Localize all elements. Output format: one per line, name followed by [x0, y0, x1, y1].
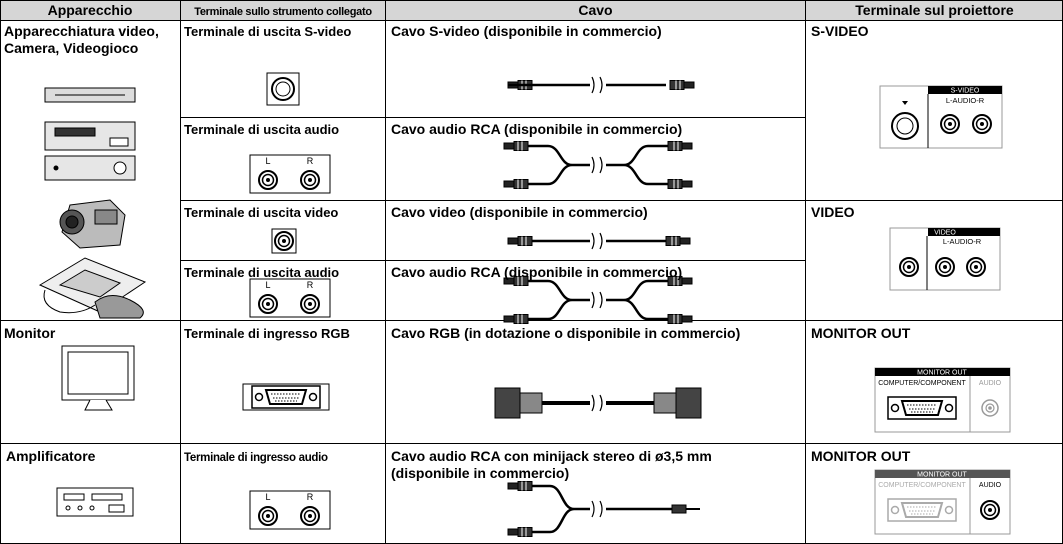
- cable: Cavo S-video (disponibile in commercio): [391, 23, 662, 39]
- header-cell: Apparecchio: [47, 2, 133, 18]
- cable: Cavo audio RCA con minijack stereo di ø3…: [391, 448, 712, 481]
- terminal: Terminale di uscita audio: [184, 265, 340, 280]
- device: Apparecchiatura video, Camera, Videogioc…: [4, 23, 159, 56]
- jack-label: R: [307, 280, 314, 290]
- header-cell: Terminale sul proiettore: [855, 2, 1014, 18]
- projector-input: MONITOR OUT: [811, 448, 911, 464]
- projector-input: VIDEO: [811, 204, 855, 220]
- projector-input: MONITOR OUT: [811, 325, 911, 341]
- panel-label: AUDIO: [979, 482, 1002, 489]
- cable: Cavo audio RCA (disponibile in commercio…: [391, 264, 683, 280]
- terminal: Terminale di uscita video: [184, 205, 339, 220]
- header-cell: Cavo: [578, 2, 613, 18]
- terminal: Terminale di ingresso RGB: [184, 326, 350, 341]
- terminal: Terminale di uscita audio: [184, 122, 340, 137]
- panel-label: L-AUDIO-R: [946, 96, 985, 105]
- jack-label: L: [265, 156, 270, 166]
- device: Amplificatore: [6, 448, 96, 464]
- panel-label: COMPUTER/COMPONENT: [878, 380, 966, 387]
- jack-label: L: [265, 280, 270, 290]
- panel-label: MONITOR OUT: [917, 472, 967, 479]
- terminal: Terminale di ingresso audio: [184, 452, 328, 464]
- jack-label: L: [265, 492, 270, 502]
- header-cell: Terminale sullo strumento collegato: [194, 6, 372, 18]
- terminal: Terminale di uscita S-video: [184, 24, 352, 39]
- panel-label: MONITOR OUT: [917, 370, 967, 377]
- panel-label: S-VIDEO: [951, 88, 980, 95]
- panel-label: L-AUDIO-R: [943, 237, 982, 246]
- projector-input: S-VIDEO: [811, 23, 869, 39]
- cable: Cavo audio RCA (disponibile in commercio…: [391, 121, 683, 137]
- cable: Cavo video (disponibile in commercio): [391, 204, 648, 220]
- jack-label: R: [307, 492, 314, 502]
- panel-label: COMPUTER/COMPONENT: [878, 482, 966, 489]
- panel-label: VIDEO: [934, 230, 956, 237]
- jack-label: R: [307, 156, 314, 166]
- panel-label: AUDIO: [979, 380, 1002, 387]
- cable: Cavo RGB (in dotazione o disponibile in …: [391, 325, 741, 341]
- device: Monitor: [4, 325, 56, 341]
